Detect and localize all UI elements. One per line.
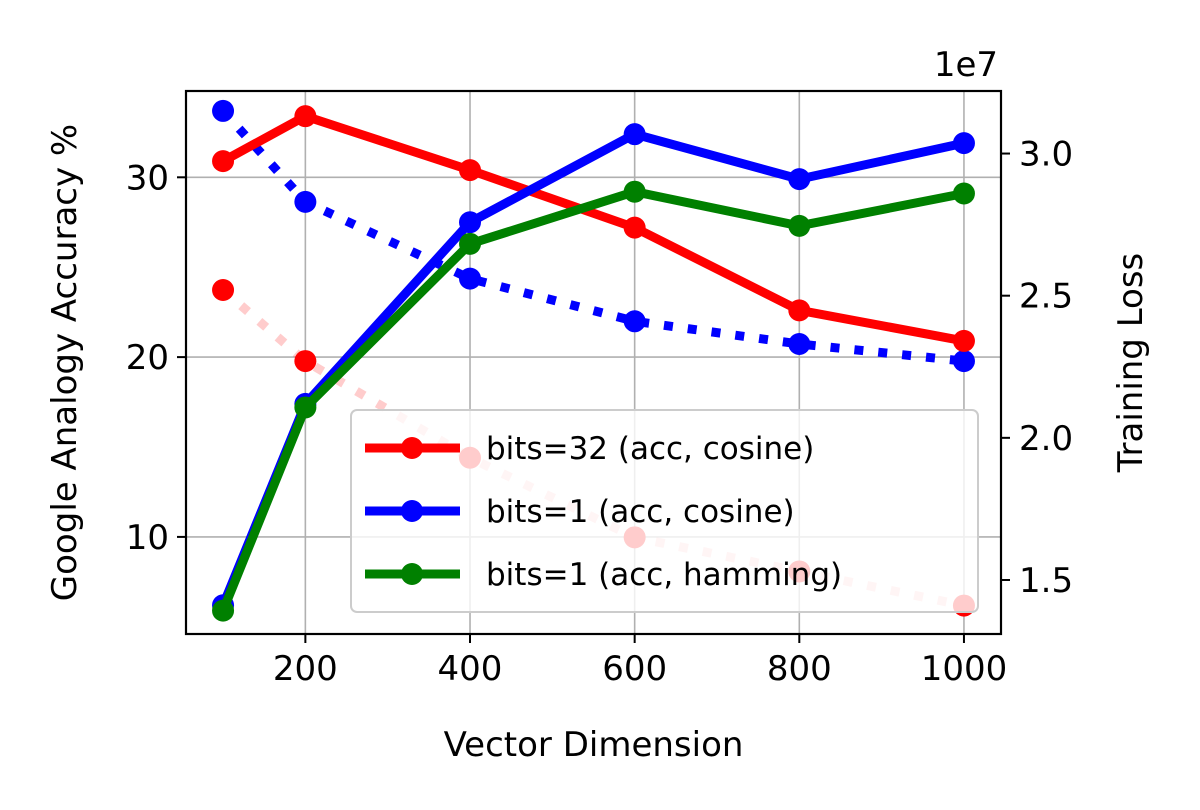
series-point-4	[294, 350, 317, 373]
series-point-3	[459, 267, 482, 290]
legend-marker	[401, 563, 423, 585]
series-point-3	[212, 99, 235, 122]
series-point-0	[788, 299, 811, 322]
series-point-0	[212, 150, 235, 173]
series-line-2	[218, 187, 965, 613]
plot-frame	[184, 89, 1003, 636]
series-point-3	[623, 310, 646, 333]
y2-tick-label: 3.0	[1019, 135, 1073, 175]
series-point-2	[788, 214, 811, 237]
series-point-2	[212, 599, 235, 622]
y-axis-title: Google Analogy Accuracy %	[45, 124, 85, 601]
x-axis-title: Vector Dimension	[444, 725, 744, 765]
y-tick-label: 20	[126, 338, 169, 378]
series-point-0	[294, 105, 317, 128]
series-point-1	[459, 211, 482, 234]
axis-ticks: 200 400 600 800 1000 10 20 30 1.5 2.0 2.5 3.0	[126, 135, 1073, 689]
y2-axis-offset-label: 1e7	[934, 45, 998, 85]
x-tick-label: 1000	[921, 649, 1008, 689]
series-point-2	[459, 232, 482, 255]
series-line-0	[220, 111, 965, 346]
series-point-2	[623, 180, 646, 203]
series-point-0	[952, 329, 975, 352]
legend-label: bits=1 (acc, cosine)	[486, 494, 795, 530]
x-tick-label: 400	[438, 649, 503, 689]
series-point-1	[623, 123, 646, 146]
y-tick-label: 30	[126, 158, 169, 198]
y2-tick-label: 2.0	[1019, 419, 1073, 459]
y2-tick-label: 2.5	[1019, 277, 1073, 317]
series-point-0	[623, 216, 646, 239]
legend-marker	[401, 500, 423, 522]
series-point-2	[952, 182, 975, 205]
series-point-3	[788, 333, 811, 356]
x-tick-label: 600	[602, 649, 667, 689]
series-point-3	[952, 350, 975, 373]
series-line-3	[219, 107, 965, 366]
series-point-1	[952, 132, 975, 155]
series-point-4	[212, 279, 235, 302]
x-tick-label: 200	[273, 649, 338, 689]
y2-axis-title: Training Loss	[1111, 253, 1151, 474]
series-point-2	[294, 396, 317, 419]
y-tick-label: 10	[126, 518, 169, 558]
x-tick-label: 800	[767, 649, 832, 689]
series-point-0	[459, 159, 482, 182]
series-point-1	[788, 168, 811, 191]
legend: bits=32 (acc, cosine) bits=1 (acc, cosine…	[350, 409, 979, 613]
legend-box	[350, 409, 979, 613]
legend-label: bits=32 (acc, cosine)	[486, 431, 814, 467]
series-point-3	[294, 190, 317, 213]
legend-label: bits=1 (acc, hamming)	[486, 557, 842, 593]
y2-tick-label: 1.5	[1019, 561, 1073, 601]
legend-marker	[401, 437, 423, 459]
solid-series-group	[212, 105, 975, 622]
